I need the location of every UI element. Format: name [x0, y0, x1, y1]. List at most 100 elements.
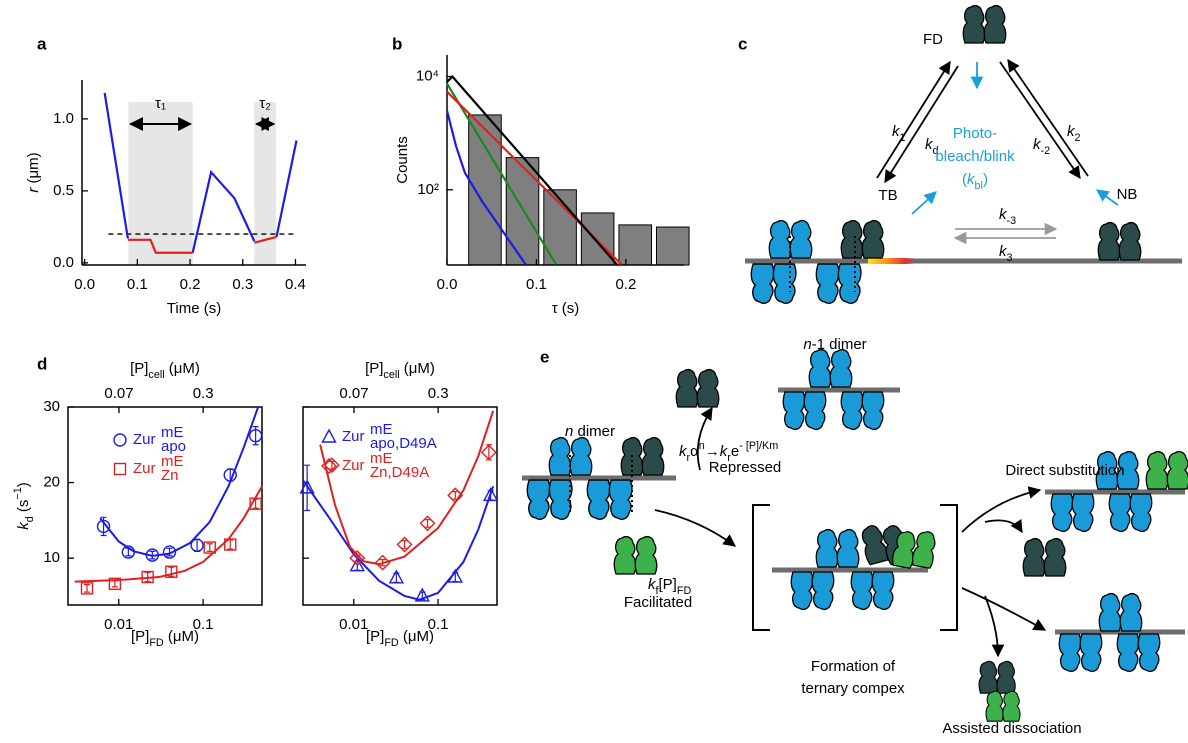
x-tick-label: 0.4	[285, 276, 306, 293]
error-bar	[111, 580, 118, 588]
photobleach-label: Photo-	[953, 125, 997, 142]
rate-label-part: k	[892, 123, 901, 140]
arrow	[696, 406, 713, 471]
marker	[447, 487, 464, 504]
y-axis-label: kd (s−1)	[12, 482, 36, 530]
marker	[145, 548, 160, 562]
protein-subunit	[1022, 537, 1046, 577]
x-tick-label: 0.2	[615, 276, 636, 293]
marker	[96, 519, 111, 534]
diagram-label-part: -1 dimer	[812, 336, 867, 353]
y-axis-label-part: k	[15, 521, 32, 530]
photobleach-label-part: k	[967, 171, 976, 188]
legend-superscript: mE	[370, 421, 393, 438]
protein-subunit	[548, 479, 573, 520]
x-axis-label-part: (μM)	[399, 628, 434, 645]
marker	[447, 568, 463, 583]
x-tick-label: 0.1	[428, 616, 449, 633]
arrow	[876, 60, 951, 179]
protein-subunit	[837, 263, 862, 304]
photobleach-label-part: bl	[975, 180, 983, 192]
legend-subscript: Zn	[161, 467, 179, 484]
arrow	[884, 65, 959, 184]
protein-subunit	[641, 436, 665, 476]
x-axis-label-part: FD	[384, 637, 399, 649]
x-tick-label: 0.3	[232, 276, 253, 293]
protein-subunit	[871, 571, 895, 611]
error-bar	[206, 543, 213, 552]
protein-subunit	[526, 479, 551, 520]
rate-label: k1	[892, 123, 906, 144]
marker	[299, 479, 315, 494]
protein-subunit	[613, 535, 637, 575]
rate-label-part: k	[720, 443, 729, 460]
diagram-label: n dimer	[565, 423, 615, 440]
diagram-label: ternary compex	[801, 680, 905, 697]
diagram-label: Formation of	[811, 658, 896, 675]
diagram-label: Facilitated	[624, 594, 692, 611]
y-tick-label: 0.5	[53, 182, 74, 199]
fit-curve	[319, 410, 495, 566]
protein-subunit	[772, 263, 797, 304]
x2-axis-label-part: (μM)	[400, 360, 435, 377]
protein-subunit	[750, 263, 775, 304]
shaded-interval	[254, 102, 276, 265]
legend-superscript: mE	[161, 453, 184, 470]
marker	[165, 565, 178, 578]
fit-curve	[302, 479, 495, 601]
marker	[414, 587, 430, 602]
panel-label: b	[392, 34, 402, 53]
y-axis-label: r (μm)	[25, 152, 42, 192]
plot-frame	[302, 406, 498, 606]
x-tick-label: 0.01	[104, 616, 133, 633]
arrow	[984, 595, 1005, 658]
rate-label-part: k	[1067, 123, 1076, 140]
y-tick-label: 0.0	[53, 254, 74, 271]
curve	[446, 74, 618, 266]
rate-label-part: →	[705, 443, 720, 460]
arrow	[1007, 58, 1089, 177]
protein-subunit	[803, 391, 827, 431]
plot-frame	[67, 406, 263, 606]
panel-label: e	[540, 347, 549, 366]
rate-label: k-2	[1033, 136, 1050, 157]
rate-label-part: k	[1033, 136, 1042, 153]
error-bar	[125, 547, 132, 557]
protein-subunit	[1116, 633, 1140, 673]
legend-superscript: mE	[370, 450, 393, 467]
y-axis-label-part: )	[15, 482, 32, 487]
x2-axis-label-part: [P]	[365, 360, 383, 377]
diagram-label-part: n	[565, 423, 573, 440]
marker	[321, 428, 337, 443]
diagram-label: Assisted dissociation	[942, 720, 1081, 737]
protein-subunit	[815, 263, 840, 304]
x2-tick-label: 0.07	[104, 385, 133, 402]
arrow	[911, 191, 937, 215]
curve	[127, 238, 193, 254]
marker	[480, 444, 497, 461]
x-tick-label: 0.01	[339, 616, 368, 633]
marker	[396, 536, 413, 553]
curve	[254, 235, 277, 244]
rate-label-part: k	[925, 136, 934, 153]
x-axis-label: [P]FD (μM)	[366, 628, 434, 649]
protein-subunit	[608, 479, 633, 520]
x2-axis-label-part: cell	[383, 369, 399, 381]
protein-subunit	[1098, 592, 1122, 632]
marker	[321, 458, 337, 474]
protein-subunit	[829, 348, 853, 388]
diagram-label: n-1 dimer	[803, 336, 866, 353]
rate-label-part: d	[933, 145, 939, 157]
arrow	[961, 486, 1042, 533]
protein-subunit	[861, 391, 885, 431]
error-bar	[149, 550, 156, 560]
panel-label: a	[37, 34, 47, 53]
protein-subunit	[675, 368, 699, 408]
marker	[388, 569, 405, 584]
rate-label-part: FD	[677, 585, 692, 597]
protein-subunit	[1071, 493, 1095, 533]
marker	[190, 538, 204, 552]
arrow	[654, 509, 737, 547]
marker	[203, 541, 216, 554]
